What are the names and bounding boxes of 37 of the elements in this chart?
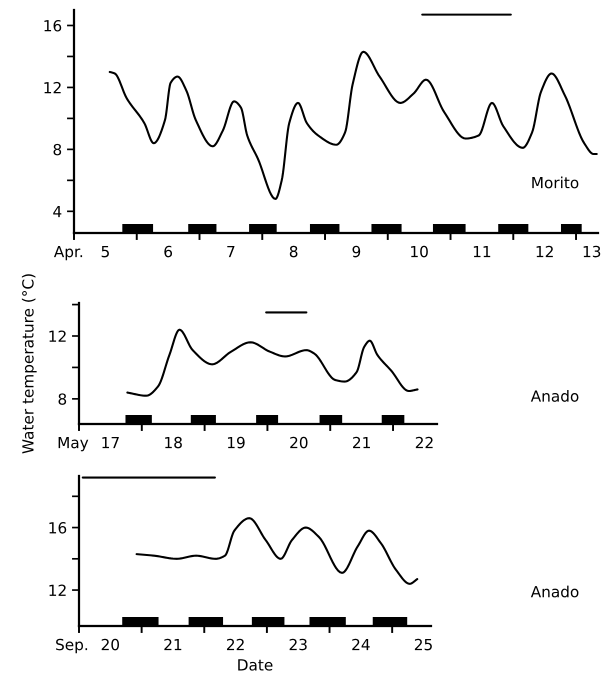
x-axis-title: Date [238, 659, 272, 671]
text: Sep. [56, 638, 88, 654]
y-tick-label: 16 [49, 522, 66, 534]
x-tick-label: 5 [102, 246, 109, 258]
y-axis-title: Water temperature (°C) [22, 274, 37, 454]
y-tick-label: 16 [44, 20, 62, 32]
x-tick-label: 18 [165, 436, 182, 448]
x-tick-label: 22 [226, 638, 244, 650]
x-tick-label: 13 [584, 246, 600, 258]
text: Anado [530, 390, 578, 402]
x-tick-label: 19 [228, 436, 245, 448]
x-tick-label: 7 [227, 246, 234, 258]
x-tick-label: 25 [414, 638, 432, 650]
y-tick-label: 4 [53, 206, 62, 218]
x-tick-label: 6 [164, 246, 172, 258]
x-tick-label: 20 [102, 638, 120, 650]
text: May [58, 436, 88, 452]
x-tick-label: 20 [290, 436, 308, 448]
x-tick-label: 21 [353, 436, 370, 448]
x-tick-label: 23 [290, 638, 307, 650]
annotation: Morito [532, 176, 578, 188]
x-tick-label: 8 [290, 246, 298, 258]
x-tick-label: 17 [102, 436, 119, 448]
text: Apr. [54, 246, 82, 260]
x-tick-label: 24 [352, 638, 370, 650]
y-tick-label: 8 [58, 393, 66, 405]
y-tick-label: 12 [49, 330, 66, 342]
text: Anado [530, 586, 578, 598]
y-tick-label: 12 [49, 584, 66, 596]
x-tick-label: 11 [474, 246, 490, 258]
y-tick-label: 8 [54, 144, 62, 156]
x-tick-label: 10 [411, 246, 428, 258]
x-tick-label: 12 [536, 246, 553, 258]
x-tick-label: 22 [416, 436, 433, 448]
x-tick-label: 9 [352, 246, 360, 258]
y-tick-label: 12 [44, 82, 61, 94]
x-tick-label: 21 [164, 638, 182, 650]
